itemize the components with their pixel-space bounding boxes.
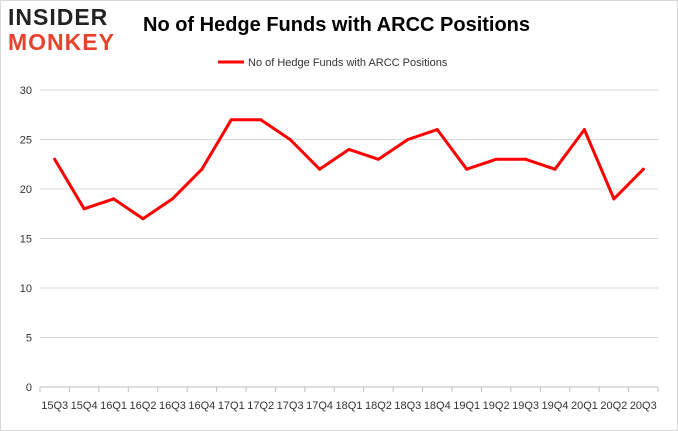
logo-line1: INSIDER xyxy=(8,4,109,30)
x-tick-label: 17Q3 xyxy=(277,400,304,412)
x-tick-label: 16Q2 xyxy=(130,400,157,412)
x-tick-label: 15Q4 xyxy=(71,400,98,412)
y-tick-label: 20 xyxy=(20,184,32,196)
y-tick-label: 10 xyxy=(20,283,32,295)
y-tick-label: 25 xyxy=(20,135,32,147)
chart-title: No of Hedge Funds with ARCC Positions xyxy=(143,14,531,36)
x-tick-label: 20Q2 xyxy=(600,400,627,412)
x-tick-label: 16Q1 xyxy=(100,400,127,412)
x-tick-label: 19Q2 xyxy=(483,400,510,412)
x-tick-label: 16Q4 xyxy=(188,400,215,412)
x-tick-label: 18Q3 xyxy=(394,400,421,412)
x-tick-label: 20Q3 xyxy=(630,400,657,412)
x-tick-label: 17Q4 xyxy=(306,400,333,412)
x-tick-label: 19Q1 xyxy=(453,400,480,412)
insider-monkey-logo: INSIDER MONKEY xyxy=(8,6,128,56)
data-point xyxy=(465,167,469,171)
legend-label: No of Hedge Funds with ARCC Positions xyxy=(248,57,448,69)
data-point xyxy=(641,167,645,171)
y-tick-label: 5 xyxy=(26,333,32,345)
data-point xyxy=(612,197,616,201)
y-tick-label: 30 xyxy=(20,85,32,97)
x-tick-label: 19Q4 xyxy=(542,400,569,412)
y-tick-label: 15 xyxy=(20,234,32,246)
y-tick-label: 0 xyxy=(26,382,32,394)
data-point xyxy=(229,118,233,122)
data-point xyxy=(200,167,204,171)
x-tick-label: 20Q1 xyxy=(571,400,598,412)
x-tick-label: 15Q3 xyxy=(41,400,68,412)
x-tick-label: 17Q1 xyxy=(218,400,245,412)
data-point xyxy=(112,197,116,201)
data-point xyxy=(435,128,439,132)
data-point xyxy=(376,157,380,161)
logo-line2: MONKEY xyxy=(8,29,115,55)
x-tick-label: 18Q4 xyxy=(424,400,451,412)
x-tick-label: 19Q3 xyxy=(512,400,539,412)
x-tick-label: 18Q2 xyxy=(365,400,392,412)
x-tick-label: 17Q2 xyxy=(247,400,274,412)
data-point xyxy=(318,167,322,171)
data-point xyxy=(141,217,145,221)
data-point xyxy=(553,167,557,171)
data-point xyxy=(53,157,57,161)
x-tick-label: 16Q3 xyxy=(159,400,186,412)
data-point xyxy=(288,138,292,141)
data-point xyxy=(406,138,410,141)
data-point xyxy=(494,157,498,161)
data-point xyxy=(582,128,586,132)
data-point xyxy=(524,157,528,161)
data-point xyxy=(347,147,351,151)
data-point xyxy=(259,118,263,122)
data-point xyxy=(82,207,86,211)
data-point xyxy=(170,197,174,201)
x-tick-label: 18Q1 xyxy=(336,400,363,412)
